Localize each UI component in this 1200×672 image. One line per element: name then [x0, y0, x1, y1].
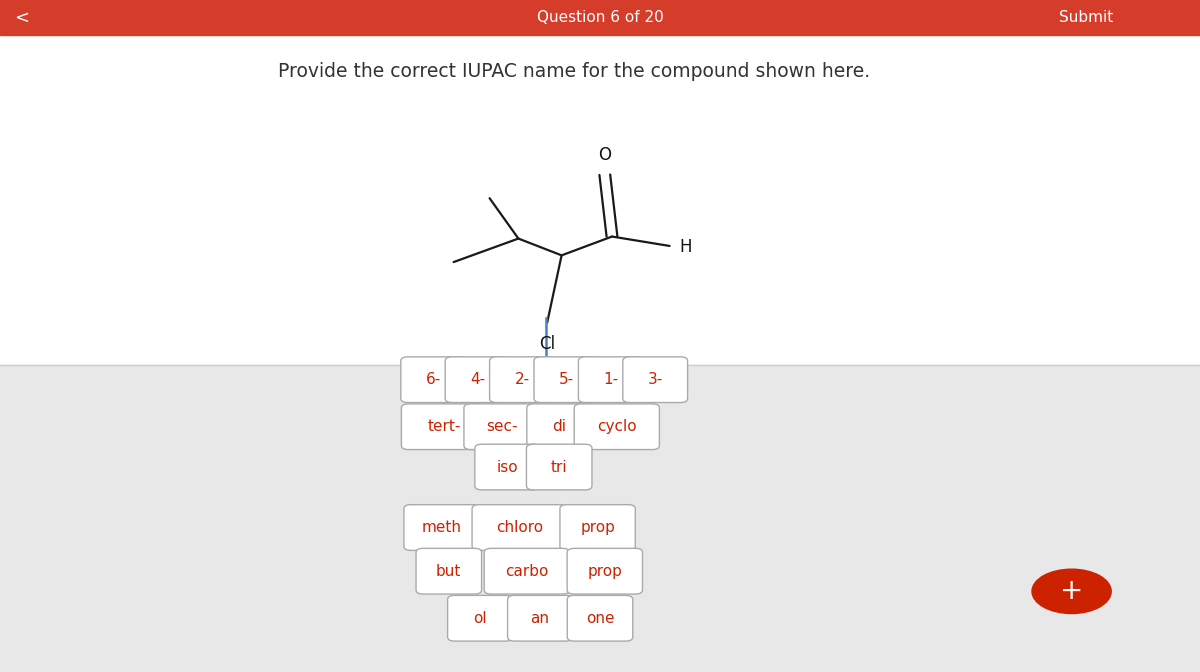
Text: O: O: [599, 146, 611, 164]
Text: cyclo: cyclo: [596, 419, 637, 434]
FancyBboxPatch shape: [560, 505, 635, 550]
FancyBboxPatch shape: [575, 404, 660, 450]
Circle shape: [1032, 569, 1111, 614]
FancyBboxPatch shape: [401, 357, 466, 403]
Text: Cl: Cl: [539, 335, 556, 353]
FancyBboxPatch shape: [445, 357, 510, 403]
Text: di: di: [552, 419, 566, 434]
Bar: [0, 35, 1200, 365]
Text: tri: tri: [551, 460, 568, 474]
Text: sec-: sec-: [486, 419, 517, 434]
FancyBboxPatch shape: [464, 404, 539, 450]
Text: 1-: 1-: [604, 372, 618, 387]
FancyBboxPatch shape: [485, 548, 570, 594]
Text: 5-: 5-: [559, 372, 574, 387]
FancyBboxPatch shape: [623, 357, 688, 403]
Text: prop: prop: [587, 564, 623, 579]
FancyBboxPatch shape: [416, 548, 481, 594]
Text: ol: ol: [473, 611, 487, 626]
FancyBboxPatch shape: [404, 505, 479, 550]
Text: tert-: tert-: [427, 419, 461, 434]
FancyBboxPatch shape: [568, 548, 642, 594]
Text: +: +: [1060, 577, 1084, 605]
Text: prop: prop: [580, 520, 616, 535]
Bar: [0, 365, 1200, 672]
FancyBboxPatch shape: [402, 404, 487, 450]
FancyBboxPatch shape: [527, 444, 592, 490]
Text: 3-: 3-: [648, 372, 662, 387]
FancyBboxPatch shape: [472, 505, 568, 550]
Text: <: <: [14, 9, 29, 26]
Text: 2-: 2-: [515, 372, 529, 387]
Text: Provide the correct IUPAC name for the compound shown here.: Provide the correct IUPAC name for the c…: [278, 62, 870, 81]
Text: but: but: [436, 564, 462, 579]
Text: meth: meth: [421, 520, 462, 535]
FancyBboxPatch shape: [568, 595, 632, 641]
FancyBboxPatch shape: [475, 444, 540, 490]
FancyBboxPatch shape: [490, 357, 554, 403]
Text: H: H: [679, 239, 691, 256]
Text: Question 6 of 20: Question 6 of 20: [536, 10, 664, 25]
Bar: [0, 0, 1200, 35]
Text: 6-: 6-: [426, 372, 440, 387]
Text: 4-: 4-: [470, 372, 485, 387]
Text: an: an: [530, 611, 550, 626]
Text: Submit: Submit: [1058, 10, 1114, 25]
Text: carbo: carbo: [505, 564, 548, 579]
FancyBboxPatch shape: [448, 595, 512, 641]
FancyBboxPatch shape: [508, 595, 572, 641]
Text: one: one: [586, 611, 614, 626]
FancyBboxPatch shape: [578, 357, 643, 403]
FancyBboxPatch shape: [527, 404, 592, 450]
Text: iso: iso: [497, 460, 518, 474]
FancyBboxPatch shape: [534, 357, 599, 403]
Text: chloro: chloro: [496, 520, 544, 535]
